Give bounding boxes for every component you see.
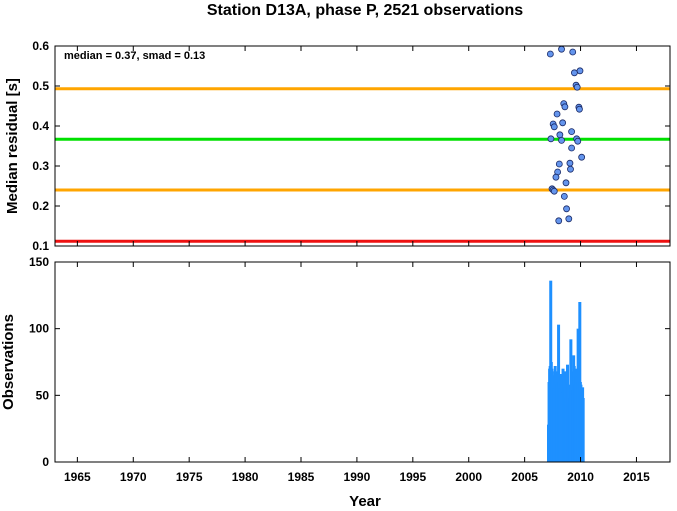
y-tick-label: 100 xyxy=(29,322,49,336)
observation-bar xyxy=(581,398,585,462)
observations-plot-frame xyxy=(54,261,671,463)
stats-annotation: median = 0.37, smad = 0.13 xyxy=(64,50,205,62)
y-tick-label: 150 xyxy=(29,255,49,269)
x-tick-label: 1965 xyxy=(64,470,91,484)
x-tick-label: 1985 xyxy=(288,470,315,484)
data-point xyxy=(563,205,570,213)
data-point xyxy=(567,165,574,173)
data-point xyxy=(568,128,575,136)
data-point xyxy=(558,136,565,144)
data-point xyxy=(565,215,573,223)
data-point xyxy=(576,105,583,113)
x-tick-label: 2005 xyxy=(511,470,538,484)
x-tick-label: 2000 xyxy=(455,470,482,484)
data-point xyxy=(570,69,578,77)
data-point xyxy=(562,179,570,187)
x-tick-label: 1975 xyxy=(176,470,203,484)
x-tick-label: 2015 xyxy=(623,470,650,484)
data-point xyxy=(552,173,560,181)
data-point xyxy=(556,131,564,139)
residual-plot-frame xyxy=(54,45,671,247)
x-tick-label: 1980 xyxy=(232,470,259,484)
y-tick-label: 50 xyxy=(36,388,50,402)
residual-y-ticks: 0.1 0.2 0.3 0.4 0.5 0.6 xyxy=(32,39,670,253)
data-point xyxy=(550,123,558,131)
data-point xyxy=(578,153,586,161)
x-tick-label: 1995 xyxy=(399,470,426,484)
observations-y-axis-label: Observations xyxy=(0,314,17,410)
x-tick-label: 1990 xyxy=(344,470,371,484)
data-point xyxy=(546,50,554,58)
y-tick-label: 0.3 xyxy=(32,159,49,173)
data-point xyxy=(576,67,584,75)
chart-title: Station D13A, phase P, 2521 observations xyxy=(207,2,523,19)
x-axis-label: Year xyxy=(349,493,381,510)
y-tick-label: 0.6 xyxy=(32,39,49,53)
observation-bars xyxy=(547,280,585,462)
data-point xyxy=(553,110,561,118)
data-point xyxy=(555,160,563,168)
y-tick-label: 0.4 xyxy=(32,119,49,133)
observations-y-ticks: 0 50 100 150 xyxy=(29,255,670,469)
x-tick-label: 2010 xyxy=(567,470,594,484)
data-point xyxy=(569,48,577,56)
data-point xyxy=(560,192,568,200)
data-point xyxy=(559,119,567,127)
data-point xyxy=(547,135,555,143)
data-point xyxy=(558,45,565,53)
data-point xyxy=(550,187,558,195)
residual-points xyxy=(546,45,586,225)
y-tick-label: 0 xyxy=(42,455,49,469)
residual-panel: 0.1 0.2 0.3 0.4 0.5 0.6 median = 0.37, smad =… xyxy=(4,39,671,253)
x-tick-label: 1970 xyxy=(120,470,147,484)
residual-y-axis-label: Median residual [s] xyxy=(4,78,21,214)
data-point xyxy=(566,159,574,167)
data-point xyxy=(573,83,581,91)
data-point xyxy=(574,137,582,145)
reference-lines xyxy=(55,87,670,243)
data-point xyxy=(555,217,563,225)
y-tick-label: 0.2 xyxy=(32,199,49,213)
y-tick-label: 0.5 xyxy=(32,79,49,93)
observations-panel: 0 50 100 150 1965 1970 1975 1980 1985 1990 1995 20… xyxy=(0,46,671,510)
data-point xyxy=(561,103,569,111)
y-tick-label: 0.1 xyxy=(32,239,49,253)
year-x-ticks: 1965 1970 1975 1980 1985 1990 1995 2000 2005 2010… xyxy=(64,46,650,484)
data-point xyxy=(568,144,575,152)
